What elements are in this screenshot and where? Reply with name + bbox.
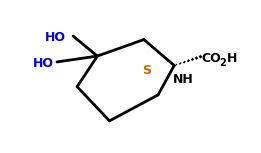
Text: H: H: [227, 52, 237, 65]
Text: HO: HO: [45, 31, 66, 44]
Text: CO: CO: [201, 52, 221, 65]
Text: 2: 2: [220, 58, 227, 68]
Text: S: S: [143, 64, 151, 77]
Text: HO: HO: [33, 57, 54, 70]
Text: NH: NH: [173, 73, 194, 86]
